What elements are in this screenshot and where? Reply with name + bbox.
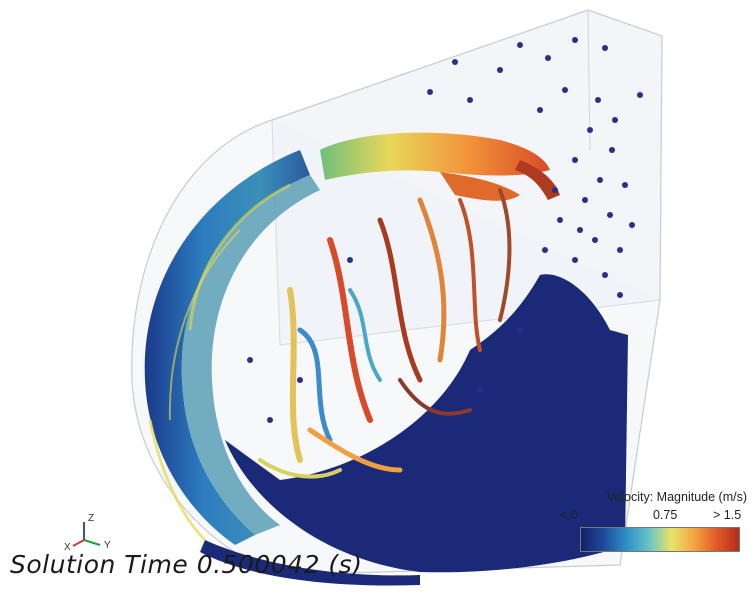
legend-mid-label: 0.75 <box>653 508 678 522</box>
velocity-colorbar <box>580 527 740 552</box>
legend-max-label: > 1.5 <box>713 508 742 522</box>
dark-blue-particle-bed <box>200 274 628 586</box>
scattered-particles <box>247 37 643 423</box>
axis-z-label: Z <box>88 513 94 524</box>
outer-particle-band <box>144 150 320 545</box>
solution-time-caption: Solution Time 0.500042 (s) <box>10 550 363 579</box>
particle-streams <box>258 188 512 479</box>
legend-title: Velocity: Magnitude (m/s) <box>606 490 747 504</box>
legend-min-label: < 0 <box>560 508 578 522</box>
axis-y-label: Y <box>104 540 111 551</box>
axis-x-label: X <box>64 542 71 553</box>
axes-triad: Z X Y <box>64 513 111 553</box>
